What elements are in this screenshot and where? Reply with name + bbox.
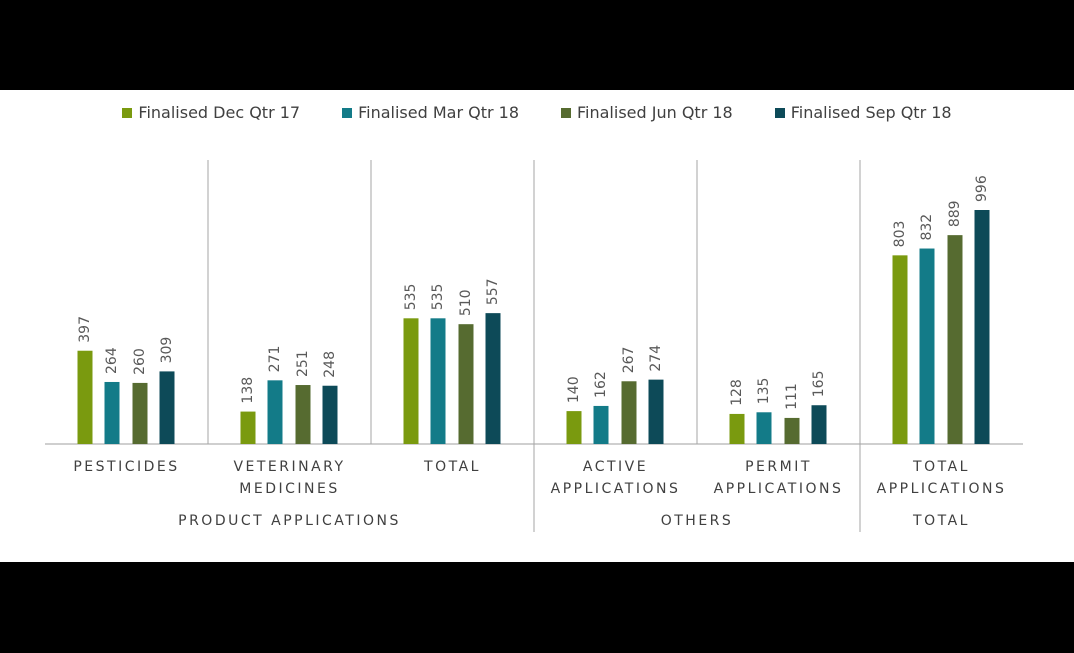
bar [593,405,609,444]
bar [974,210,990,444]
bar [458,324,474,444]
value-label: 996 [974,175,990,202]
value-label: 162 [593,371,609,398]
legend-label: Finalised Mar Qtr 18 [358,103,519,122]
value-label: 274 [648,345,664,372]
x-tick-label: PESTICIDES [73,459,180,475]
bar [430,318,446,444]
value-label: 832 [919,214,935,241]
value-label: 535 [430,284,446,311]
legend-item: Finalised Mar Qtr 18 [342,103,519,122]
value-label: 510 [458,289,474,316]
legend-swatch [122,107,133,118]
value-label: 140 [566,376,582,403]
value-label: 803 [892,221,908,248]
value-label: 165 [811,371,827,398]
value-label: 128 [729,379,745,406]
value-label: 264 [104,347,120,374]
value-label: 251 [295,350,311,377]
bar [947,235,963,444]
legend-swatch [342,107,353,118]
bar [892,255,908,444]
value-label: 397 [77,316,93,343]
bar [784,417,800,444]
legend-label: Finalised Sep Qtr 18 [790,103,952,122]
bar [621,381,637,444]
bar [485,313,501,444]
x-tick-label: ACTIVE APPLICATIONS [550,459,681,497]
value-label: 271 [267,346,283,373]
legend-label: Finalised Jun Qtr 18 [577,103,733,122]
group-label: OTHERS [660,513,734,529]
value-label: 535 [403,284,419,311]
bar [919,248,935,444]
bar [240,411,256,444]
legend-item: Finalised Jun Qtr 18 [561,103,733,122]
legend: Finalised Dec Qtr 17 Finalised Mar Qtr 18… [0,103,1074,122]
value-label: 309 [159,337,175,364]
value-label: 260 [132,348,148,375]
group-label: TOTAL [913,513,970,529]
bar [322,385,338,444]
legend-swatch [774,107,785,118]
bar [132,382,148,444]
value-label: 557 [485,278,501,305]
bar [295,385,311,444]
legend-swatch [561,107,571,118]
group-label: PRODUCT APPLICATIONS [178,513,401,529]
value-label: 889 [947,200,963,227]
legend-label: Finalised Dec Qtr 17 [138,103,301,122]
x-tick-label: VETERINARY MEDICINES [233,459,346,497]
value-label: 135 [756,378,772,405]
value-label: 138 [240,377,256,404]
bar [811,405,827,444]
bar [648,379,664,444]
x-tick-label: TOTAL [424,459,481,475]
x-tick-label: TOTAL APPLICATIONS [876,459,1007,497]
bar [159,371,175,444]
legend-item: Finalised Sep Qtr 18 [774,103,952,122]
bar [77,350,93,444]
bar [566,411,582,444]
legend-item: Finalised Dec Qtr 17 [122,103,300,122]
bar [267,380,283,444]
bar [104,381,120,444]
bar [729,413,745,444]
x-tick-label: PERMIT APPLICATIONS [713,459,844,497]
bar [403,318,419,444]
value-label: 111 [784,383,800,410]
bar [756,412,772,444]
value-label: 267 [621,347,637,374]
value-label: 248 [322,351,338,378]
